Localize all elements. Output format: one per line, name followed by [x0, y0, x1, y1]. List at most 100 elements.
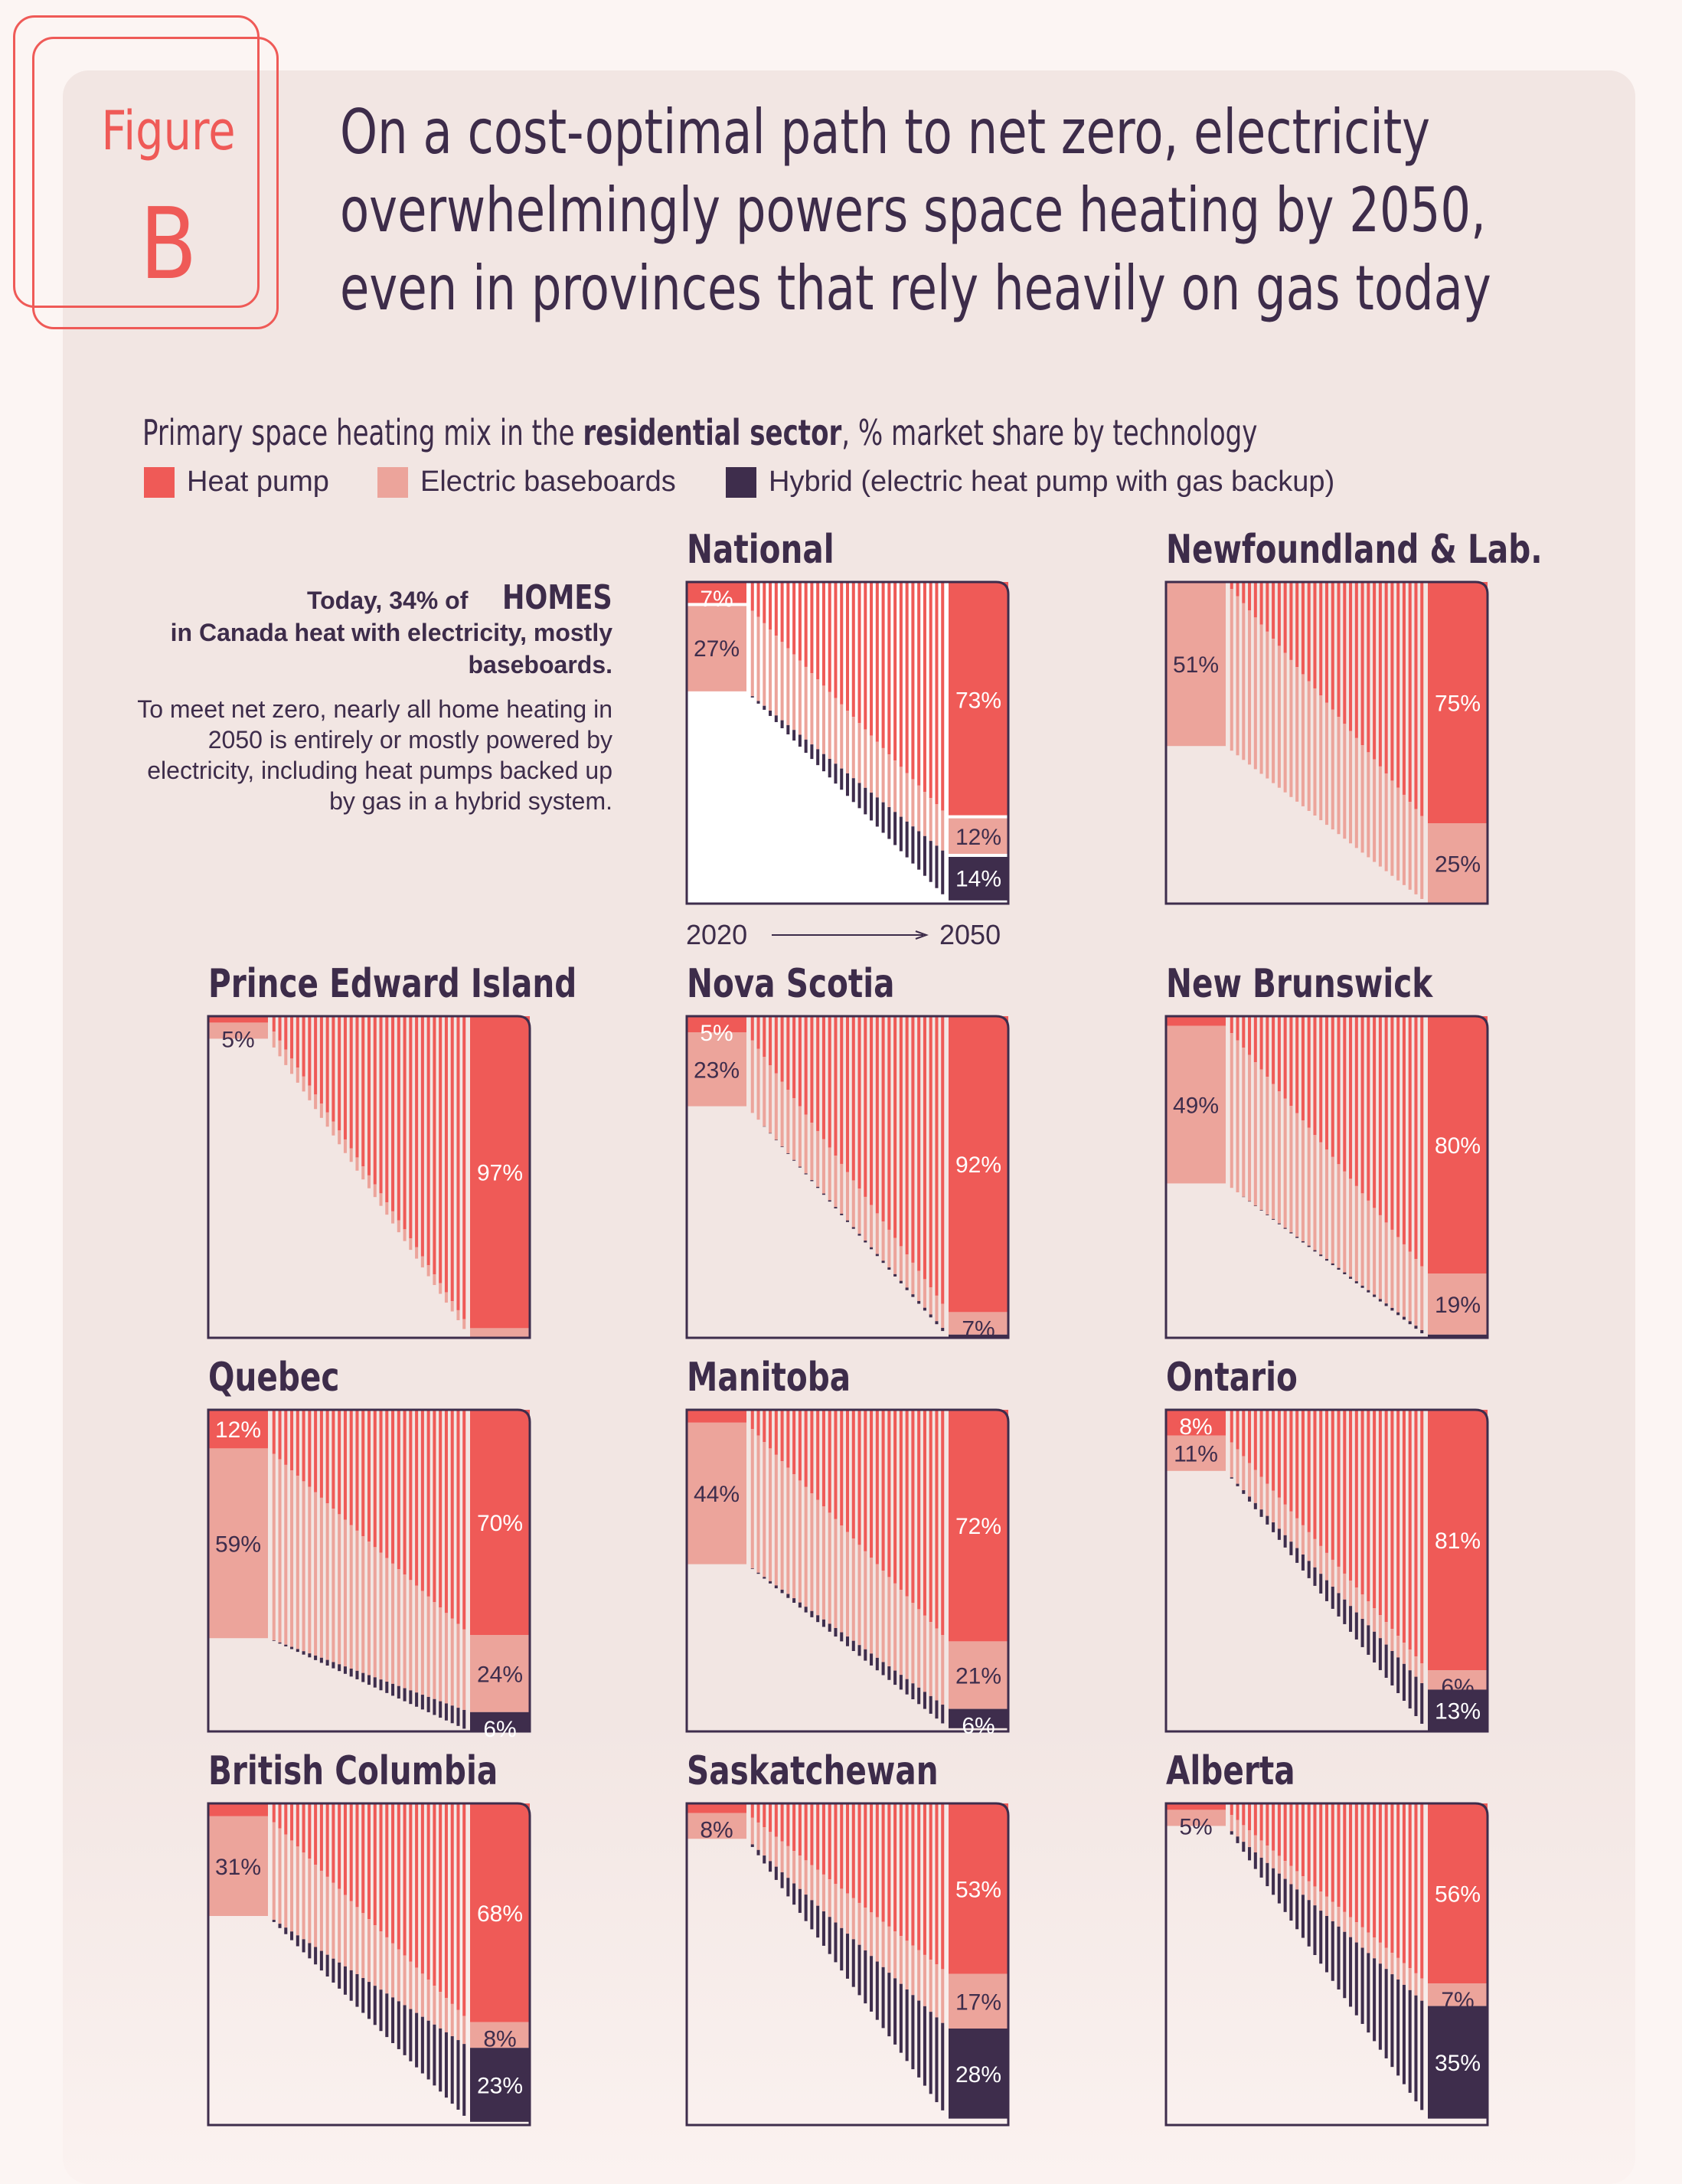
chart-newfoundland-lab: 51%75%25% [1163, 579, 1491, 907]
transition-bar-hybrid [1236, 1484, 1239, 1486]
transition-bar-baseboards [344, 1895, 347, 1967]
transition-bar-hybrid [1379, 1963, 1382, 2049]
transition-bar-baseboards [1230, 1443, 1233, 1478]
transition-bar-heat-pump [923, 1410, 926, 1616]
transition-bar-hybrid [840, 769, 843, 790]
transition-bar-baseboards [1414, 809, 1417, 894]
transition-bar-baseboards [302, 1481, 305, 1651]
transition-bar-hybrid [810, 1900, 813, 1929]
transition-bar-baseboards [279, 1460, 282, 1643]
transition-bar-baseboards [1278, 646, 1281, 787]
transition-bar-baseboards [445, 1613, 448, 1703]
transition-bar-heat-pump [1343, 1410, 1346, 1574]
transition-bar-hybrid [456, 1708, 459, 1726]
transition-bar-heat-pump [792, 1803, 795, 1851]
transition-bar-heat-pump [1284, 1803, 1287, 1861]
transition-bar-hybrid [858, 1234, 861, 1235]
transition-bar-baseboards [1242, 603, 1245, 760]
transition-bar-baseboards [380, 1931, 383, 1989]
chart-quebec: 12%59%70%24%6% [205, 1407, 533, 1734]
transition-bar-hybrid [864, 1950, 867, 2003]
transition-bar-baseboards [403, 1229, 407, 1241]
transition-bar-heat-pump [935, 582, 938, 804]
transition-bar-baseboards [1403, 795, 1406, 885]
transition-bar-baseboards [828, 1147, 831, 1200]
transition-bar-heat-pump [427, 1016, 430, 1265]
transition-bar-heat-pump [273, 1016, 276, 1032]
transition-bar-heat-pump [427, 1410, 430, 1597]
transition-bar-heat-pump [1367, 1803, 1370, 1932]
transition-bar-hybrid [834, 1628, 837, 1636]
transition-bar-hybrid [427, 2021, 430, 2080]
transition-bar-heat-pump [1331, 1410, 1334, 1560]
transition-bar-heat-pump [361, 1016, 364, 1166]
transition-bar-heat-pump [781, 1410, 784, 1461]
transition-bar-baseboards [1373, 1608, 1376, 1632]
transition-bar-hybrid [792, 1884, 795, 1905]
transition-bar-heat-pump [822, 1803, 825, 1875]
transition-bar-heat-pump [415, 1410, 418, 1586]
value-label-start: 12% [215, 1417, 261, 1443]
transition-bar-hybrid [799, 1889, 802, 1913]
transition-bar-baseboards [279, 1041, 282, 1057]
transition-bar-baseboards [1420, 1663, 1423, 1683]
transition-bar-hybrid [1385, 1645, 1388, 1678]
transition-bar-heat-pump [906, 1016, 909, 1254]
transition-bar-heat-pump [403, 1803, 407, 1956]
chart-title-new-brunswick: New Brunswick [1166, 961, 1432, 1007]
transition-bar-heat-pump [1403, 1803, 1406, 1963]
intro-body: To meet net zero, nearly all home heatin… [115, 694, 612, 816]
transition-bar-baseboards [781, 642, 784, 720]
transition-bar-heat-pump [355, 1016, 358, 1157]
transition-bar-heat-pump [769, 1016, 772, 1065]
transition-bar-baseboards [1379, 767, 1382, 867]
transition-bar-baseboards [1361, 1594, 1364, 1619]
transition-bar-baseboards [290, 1058, 293, 1074]
value-label-end: 92% [955, 1152, 1001, 1178]
transition-bar-baseboards [870, 1558, 873, 1653]
transition-bar-heat-pump [840, 1803, 843, 1888]
transition-bar-baseboards [893, 1238, 897, 1274]
transition-bar-baseboards [1284, 1861, 1287, 1878]
transition-bar-baseboards [906, 1254, 909, 1287]
axis-start-label: 2020 [686, 919, 747, 951]
transition-bar-heat-pump [338, 1410, 341, 1514]
transition-bar-heat-pump [451, 1410, 454, 1619]
transition-bar-heat-pump [279, 1803, 282, 1829]
transition-bar-heat-pump [834, 582, 837, 698]
transition-bar-heat-pump [923, 1803, 926, 1955]
transition-bar-hybrid [1379, 1638, 1382, 1670]
transition-bar-baseboards [1313, 1539, 1316, 1568]
transition-bar-hybrid [786, 1153, 789, 1154]
transition-bar-heat-pump [1254, 1410, 1257, 1470]
transition-bar-heat-pump [374, 1803, 377, 1925]
transition-bar-heat-pump [917, 1803, 920, 1950]
transition-bar-hybrid [906, 822, 909, 858]
transition-bar-hybrid [935, 1700, 938, 1718]
transition-bar-hybrid [917, 1301, 920, 1304]
transition-bar-baseboards [415, 1247, 418, 1259]
transition-bar-heat-pump [1260, 1410, 1263, 1477]
transition-bar-hybrid [1373, 1295, 1376, 1297]
legend-swatch-hybrid [726, 467, 756, 498]
transition-bar-baseboards [1367, 1201, 1370, 1290]
transition-bar-heat-pump [445, 1803, 448, 1998]
transition-bar-baseboards [1289, 660, 1292, 797]
transition-bar-hybrid [828, 759, 831, 777]
transition-bar-baseboards [380, 1553, 383, 1680]
transition-bar-baseboards [870, 1205, 873, 1247]
transition-bar-baseboards [1308, 1882, 1311, 1900]
transition-bar-heat-pump [870, 1016, 873, 1205]
transition-bar-baseboards [397, 1950, 400, 2002]
transition-bar-baseboards [816, 679, 819, 749]
transition-bar-heat-pump [822, 1016, 825, 1139]
transition-bar-hybrid [1367, 1290, 1370, 1293]
transition-bar-hybrid [1367, 1625, 1370, 1655]
transition-bar-baseboards [870, 736, 873, 793]
transition-bar-heat-pump [751, 582, 754, 611]
transition-bar-hybrid [870, 1247, 873, 1250]
value-label-end: 25% [1435, 852, 1481, 878]
transition-bar-baseboards [757, 1048, 760, 1120]
transition-bar-hybrid [1260, 1858, 1263, 1878]
transition-bar-baseboards [1331, 1901, 1334, 1921]
